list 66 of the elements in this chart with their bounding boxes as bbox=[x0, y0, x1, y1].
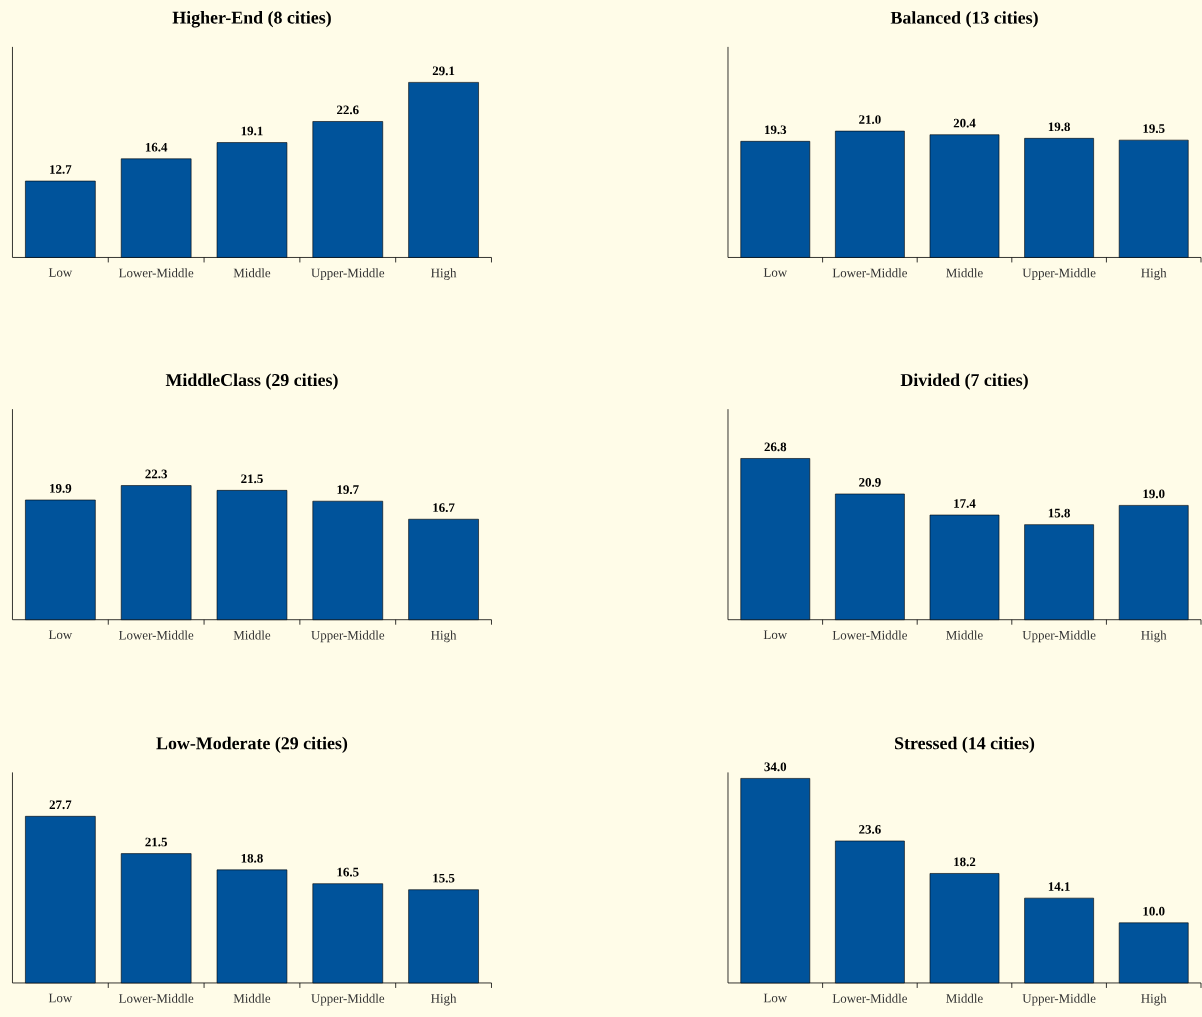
x-tick-label: Middle bbox=[233, 630, 271, 640]
data-label: 18.2 bbox=[954, 857, 976, 867]
data-label: 12.7 bbox=[50, 165, 72, 174]
data-label: 17.4 bbox=[954, 499, 976, 508]
x-tick-label: High bbox=[1141, 993, 1167, 1006]
x-tick-label: Low bbox=[763, 993, 788, 1003]
x-tick-label: Upper-Middle bbox=[1022, 993, 1096, 1006]
data-label: 21.5 bbox=[145, 837, 167, 847]
x-tick-label: Middle bbox=[946, 993, 983, 1003]
data-label: 34.0 bbox=[764, 762, 787, 772]
x-tick-label: Low bbox=[48, 630, 73, 640]
data-label: 16.4 bbox=[145, 142, 168, 152]
x-tick-label: High bbox=[431, 268, 457, 281]
chart-title: Divided (7 cities) bbox=[900, 373, 1028, 390]
x-tick-label: Upper-Middle bbox=[311, 993, 385, 1006]
x-tick-label: Lower-Middle bbox=[118, 630, 194, 640]
chart-title: Stressed (14 cities) bbox=[895, 736, 1035, 753]
x-tick-label: Upper-Middle bbox=[311, 268, 385, 280]
x-tick-label: Upper-Middle bbox=[1022, 630, 1096, 643]
x-tick-label: Low bbox=[763, 268, 788, 277]
data-label: 14.1 bbox=[1048, 882, 1070, 891]
data-label: 19.9 bbox=[50, 484, 72, 493]
data-label: 16.5 bbox=[337, 867, 359, 877]
x-tick-label: Upper-Middle bbox=[1022, 268, 1096, 280]
x-tick-label: Low bbox=[48, 993, 73, 1003]
data-label: 19.8 bbox=[1048, 122, 1070, 132]
x-tick-label: High bbox=[1141, 268, 1167, 281]
x-tick-label: Lower-Middle bbox=[832, 630, 908, 640]
x-tick-label: Upper-Middle bbox=[311, 630, 385, 643]
data-label: 29.1 bbox=[432, 66, 455, 76]
x-tick-label: High bbox=[431, 993, 457, 1006]
chart-title: Low-Moderate (29 cities) bbox=[156, 736, 348, 753]
data-label: 18.8 bbox=[241, 853, 263, 863]
data-label: 21.5 bbox=[241, 474, 263, 484]
data-label: 10.0 bbox=[1143, 906, 1165, 916]
chart-title: Balanced (13 cities) bbox=[890, 11, 1038, 28]
data-label: 15.5 bbox=[433, 873, 455, 883]
x-tick-label: Lower-Middle bbox=[832, 993, 908, 1003]
data-label: 19.1 bbox=[241, 126, 263, 136]
chart-title: MiddleClass (29 cities) bbox=[165, 373, 338, 390]
x-tick-label: Lower-Middle bbox=[118, 993, 194, 1003]
data-label: 19.0 bbox=[1143, 489, 1165, 499]
data-label: 22.3 bbox=[145, 469, 168, 479]
data-label: 20.4 bbox=[953, 118, 976, 128]
chart-title: Higher-End (8 cities) bbox=[172, 11, 331, 28]
x-tick-label: Low bbox=[763, 630, 788, 640]
data-label: 19.7 bbox=[337, 485, 359, 495]
x-tick-label: Lower-Middle bbox=[832, 268, 908, 278]
x-tick-label: Middle bbox=[233, 993, 271, 1003]
x-tick-label: Middle bbox=[946, 268, 983, 278]
data-label: 15.8 bbox=[1048, 508, 1070, 518]
data-label: 27.7 bbox=[49, 800, 72, 810]
x-tick-label: Lower-Middle bbox=[118, 268, 194, 278]
data-label: 26.8 bbox=[764, 442, 787, 452]
data-label: 20.9 bbox=[859, 478, 881, 487]
data-label: 23.6 bbox=[859, 825, 881, 834]
x-tick-label: High bbox=[431, 630, 457, 643]
x-tick-label: Low bbox=[48, 268, 73, 277]
x-tick-label: High bbox=[1141, 630, 1167, 643]
data-label: 19.3 bbox=[765, 125, 787, 135]
x-tick-label: Middle bbox=[233, 268, 271, 278]
data-label: 19.5 bbox=[1143, 124, 1165, 134]
data-label: 16.7 bbox=[433, 503, 455, 513]
data-label: 21.0 bbox=[859, 115, 881, 124]
x-tick-label: Middle bbox=[946, 630, 983, 640]
data-label: 22.6 bbox=[337, 105, 359, 115]
